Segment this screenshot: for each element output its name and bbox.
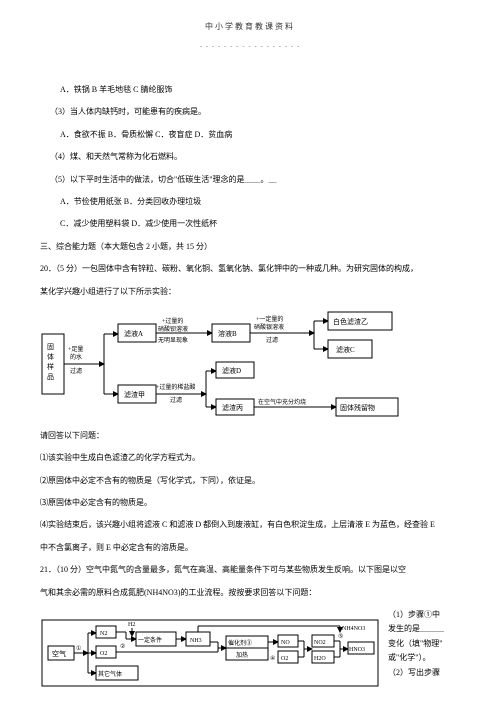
svg-text:HNO3: HNO3 [349,647,365,653]
q20: 20．（5 分）一包固体中含有锌粒、碳粉、氧化铜、氢氧化钠、氯化钾中的一种或几种… [40,262,460,276]
after5: ⑷实验结束后，该兴趣小组将滤液 C 和滤液 D 都倒入到废液缸，有白色积淀生成，… [40,518,460,532]
q21a: 21．（10 分）空气中氮气的含量最多，氮气在高温、高能量条件下可与某些物质发生… [40,563,460,577]
svg-text:的水: 的水 [70,353,82,361]
svg-text:在空气中充分灼烧: 在空气中充分灼烧 [258,398,306,406]
svg-text:固体残留物: 固体残留物 [340,403,375,412]
svg-text:过滤: 过滤 [170,396,182,404]
svg-text:品: 品 [47,373,54,381]
svg-text:加热: 加热 [236,651,248,659]
svg-text:④: ④ [270,655,275,662]
svg-text:O2: O2 [100,651,107,657]
diagram-1: 固 体 样 品 +足量 的水 过滤 滤液A 滤渣甲 +过量的 硝酸钡溶液 无明显… [40,309,460,419]
svg-text:NO: NO [281,640,290,646]
after2: ⑴该实验中生成白色滤渣乙的化学方程式为。 [40,451,460,465]
after1: 请回答以下问题： [40,429,460,443]
q5a: A．节俭使用纸张 B．分类回收办理垃圾 [40,195,460,209]
svg-text:+过量的稀盐酸: +过量的稀盐酸 [156,383,195,391]
d1-box1: 固 [47,343,54,351]
q3: （3）当人体内缺钙时，可能患有的疾病是。 [40,105,460,119]
svg-text:①: ① [76,645,81,652]
svg-text:+过量的: +过量的 [162,317,183,325]
svg-text:白色滤渣乙: 白色滤渣乙 [333,317,368,326]
svg-text:体: 体 [47,352,54,361]
svg-text:NO2: NO2 [314,640,326,646]
svg-text:硝酸银溶液: 硝酸银溶液 [254,323,284,331]
svg-text:NH4NO3: NH4NO3 [342,626,365,632]
page-header: 中小学教育教课资料 [40,20,460,34]
svg-text:O2: O2 [281,656,288,662]
svg-text:滤液C: 滤液C [336,345,355,354]
tail4: 或"化学"）。 [388,651,460,665]
svg-text:滤渣丙: 滤渣丙 [222,403,243,412]
tail5: （2）写出步骤 [388,666,460,680]
q5b: C．减少使用塑料袋 D．减少使用一次性纸杯 [40,217,460,231]
q4: （4）煤、和天然气常称为化石燃料。 [40,150,460,164]
svg-text:滤渣甲: 滤渣甲 [124,390,145,399]
svg-text:其它气体: 其它气体 [98,670,122,678]
q5: （5）以下平时生活中的做法，切合"低碳生活"理念的是＿＿。＿ [40,173,460,187]
svg-text:H2: H2 [128,622,135,628]
option-a: A．铁锅 B 羊毛地毯 C 腈纶服饰 [40,83,460,97]
svg-text:催化剂③: 催化剂③ [228,639,252,647]
svg-text:过滤: 过滤 [70,367,82,375]
svg-text:+足量: +足量 [68,346,83,353]
svg-text:一定条件: 一定条件 [138,636,162,644]
svg-text:⑤: ⑤ [338,633,343,640]
svg-text:过滤: 过滤 [266,336,278,344]
svg-text:NH3: NH3 [190,638,202,644]
tail2: 发生的是＿＿＿ [388,622,460,636]
svg-text:硝酸钡溶液: 硝酸钡溶液 [158,325,188,333]
q21b: 气和其余必需的原料合成氮肥(NH4NO3)的工业流程。按按要求回答以下问题： [40,586,460,600]
tail3: 变化（填"物理" [388,637,460,651]
svg-text:+一定量的: +一定量的 [256,315,283,323]
svg-text:②: ② [120,643,125,650]
svg-text:H2O: H2O [314,656,326,662]
after3: ⑵原固体中必定不含有的物质是（写化学式，下同），依证是。 [40,474,460,488]
q20b: 某化学兴趣小组进行了以下所示实验： [40,285,460,299]
svg-text:无明显现象: 无明显现象 [158,336,188,344]
svg-text:滤液A: 滤液A [124,329,143,338]
diagram-2: 空气 ① N2 O2 其它气体 H2 ② 一定条件 NH3 催化剂③ 加热 NO… [40,618,380,688]
dashed-line: - - - - - - - - - - - - - - - - - [40,40,460,53]
svg-text:溶液B: 溶液B [218,329,237,338]
svg-text:N2: N2 [100,631,107,637]
svg-text:空气: 空气 [52,649,66,658]
right-text-block: （1）步骤①中 发生的是＿＿＿ 变化（填"物理" 或"化学"）。 （2）写出步骤 [388,608,460,680]
svg-text:样: 样 [47,362,54,371]
svg-text:滤液D: 滤液D [222,366,241,375]
sec3: 三、综合能力题（本大题包含 2 小题，共 15 分） [40,240,460,254]
q3a: A．食欲不振 B．骨质松懈 C．夜盲症 D．贫血病 [40,128,460,142]
tail1: （1）步骤①中 [388,608,460,622]
after4: ⑶原固体中必定含有的物质是。 [40,496,460,510]
after6: 中不含氯离子，则 E 中必定含有的溶质是。 [40,541,460,555]
